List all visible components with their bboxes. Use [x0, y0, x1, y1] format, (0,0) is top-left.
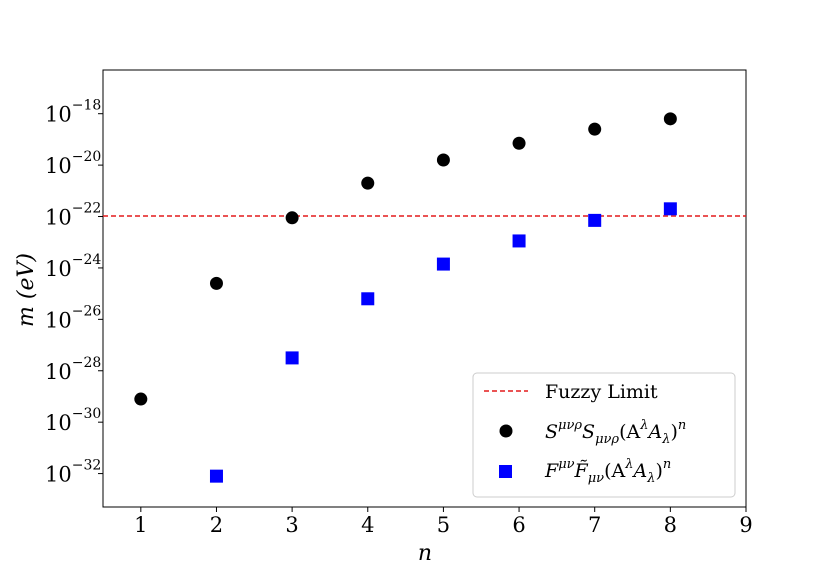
y-tick-label: 10−30 — [45, 406, 101, 435]
series-1-point — [361, 292, 375, 306]
legend-square-label: FμνF̃μν(AλAλ)n — [544, 457, 671, 486]
x-tick-label: 2 — [210, 513, 223, 537]
y-axis-label: m (eV) — [14, 253, 39, 327]
x-tick-label: 3 — [285, 513, 298, 537]
series-1-point — [285, 351, 299, 365]
legend-square-swatch — [499, 465, 512, 478]
y-tick-label: 10−32 — [45, 458, 101, 487]
legend: Fuzzy Limit SμνρSμνρ(AλAλ)n FμνF̃μν(AλAλ… — [472, 372, 736, 498]
series-0-point — [588, 122, 602, 136]
series-0-point — [361, 176, 375, 190]
x-tick-label: 8 — [664, 513, 677, 537]
series-1-point — [512, 234, 526, 248]
x-tick-label: 1 — [134, 513, 147, 537]
series-1-point — [209, 469, 223, 483]
series-1-point — [663, 202, 677, 216]
series-0-point — [436, 153, 450, 167]
y-tick-label: 10−18 — [45, 98, 101, 127]
series-0-point — [285, 211, 299, 225]
series-0-point — [209, 276, 223, 290]
y-tick-label: 10−28 — [45, 355, 101, 384]
y-tick-label: 10−24 — [45, 252, 101, 281]
series-0-point — [512, 136, 526, 150]
plot-frame — [102, 69, 747, 508]
series-0-point — [663, 112, 677, 126]
x-tick-label: 4 — [361, 513, 374, 537]
series-0-point — [134, 392, 148, 406]
x-tick-label: 6 — [512, 513, 525, 537]
legend-box — [472, 372, 736, 498]
y-tick-label: 10−20 — [45, 149, 101, 178]
x-tick-label: 5 — [437, 513, 450, 537]
y-tick-label: 10−22 — [45, 201, 101, 230]
y-tick-label: 10−26 — [45, 303, 101, 332]
x-tick-label: 7 — [588, 513, 601, 537]
legend-circle-swatch — [499, 424, 513, 438]
x-axis-label: n — [418, 541, 432, 566]
series-1-point — [588, 213, 602, 227]
series-1-point — [436, 257, 450, 271]
legend-circle-label: SμνρSμνρ(AλAλ)n — [545, 418, 686, 447]
legend-fuzzy-limit-label: Fuzzy Limit — [545, 381, 658, 403]
x-tick-label: 9 — [739, 513, 752, 537]
